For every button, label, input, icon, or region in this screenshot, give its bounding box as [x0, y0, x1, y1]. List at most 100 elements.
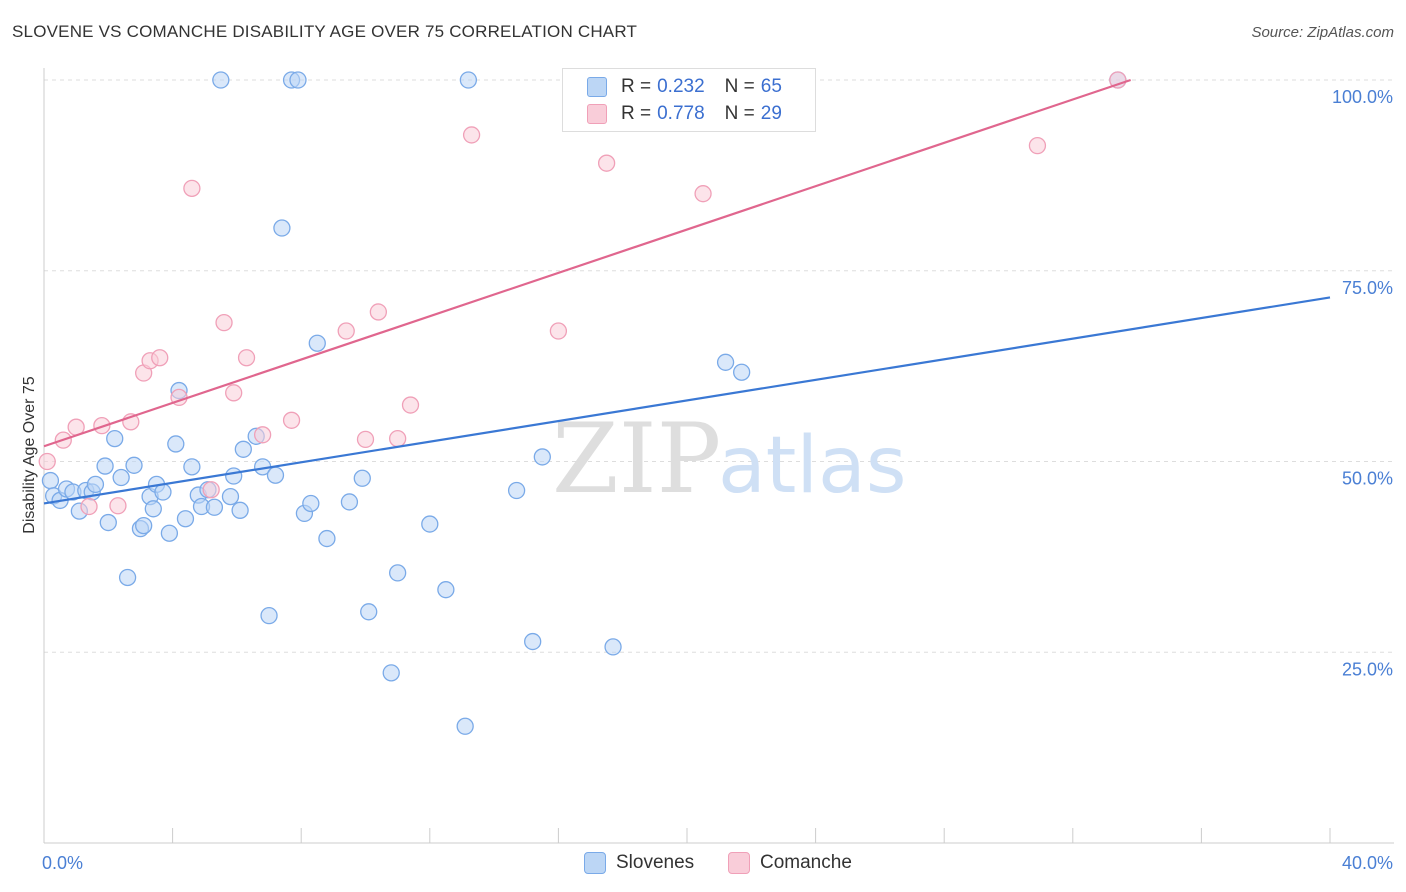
r-value: 0.778 — [657, 103, 705, 124]
slovenes-point — [716, 353, 735, 371]
comanche-point — [1028, 136, 1047, 155]
slovenes-point — [221, 487, 240, 506]
comanche-point — [253, 426, 272, 444]
slovenes-point — [260, 606, 278, 625]
comanche-point — [282, 411, 301, 429]
y-tick-label: 75.0% — [1342, 278, 1393, 298]
slovenes-point — [318, 529, 336, 548]
slovenes-point — [106, 429, 124, 448]
watermark-atlas: atlas — [718, 421, 907, 511]
slovenes-point — [135, 516, 153, 535]
slovenes-point — [41, 471, 60, 490]
slovenes-point — [302, 494, 320, 513]
slovenes-point — [176, 510, 195, 528]
slovenes-point — [112, 468, 130, 487]
slovenes-point — [340, 493, 359, 511]
slovenes-point — [144, 500, 162, 518]
data-points — [38, 71, 1127, 735]
slovenes-point — [456, 717, 474, 735]
slovenes-point — [225, 467, 243, 485]
comanche-point — [225, 384, 243, 402]
slovenes-point — [212, 71, 230, 89]
slovenes-point — [183, 458, 201, 476]
r-value: 0.232 — [657, 76, 705, 97]
slovenes-point — [382, 664, 400, 682]
zipatlas-watermark: ZIP atlas — [552, 403, 907, 515]
slovenes-point — [388, 564, 407, 582]
slovenes-point — [231, 501, 249, 519]
trend-lines — [43, 78, 1331, 505]
watermark-zip: ZIP — [552, 403, 721, 515]
slovenes-point — [507, 481, 526, 500]
y-tick-label: 50.0% — [1342, 469, 1393, 489]
series-legend: Slovenes Comanche — [0, 852, 1406, 878]
legend-item-comanche: Comanche — [728, 852, 852, 874]
slovenes-point — [308, 334, 326, 352]
slovenes-point — [733, 363, 751, 381]
slovenes-point — [99, 513, 117, 532]
slovenes-point — [273, 219, 291, 237]
stats-legend: R = 0.232 N = 65 R = 0.778 N = 29 — [562, 68, 816, 132]
comanche-trend-line — [43, 78, 1132, 448]
slovenes-point — [360, 603, 378, 621]
n-value: 65 — [760, 76, 782, 97]
x-tick-label: 40.0% — [1342, 853, 1393, 873]
legend-label-slovenes: Slovenes — [616, 852, 695, 873]
slovenes-point — [266, 466, 285, 484]
comanche-swatch — [587, 104, 607, 124]
slovenes-point — [353, 469, 371, 487]
n-label: N = — [724, 103, 755, 124]
slovenes-point — [96, 457, 114, 475]
comanche-point — [215, 313, 233, 332]
legend-row-comanche: R = 0.778 N = 29 — [587, 102, 782, 126]
chart-title: SLOVENE VS COMANCHE DISABILITY AGE OVER … — [12, 22, 638, 41]
slovenes-point — [160, 524, 179, 542]
r-label: R = — [621, 103, 652, 124]
slovenes-point — [205, 498, 224, 516]
comanche-point — [597, 154, 616, 172]
y-tick-label: 100.0% — [1332, 87, 1393, 107]
legend-item-slovenes: Slovenes — [584, 852, 694, 874]
y-tick-label: 25.0% — [1342, 659, 1393, 679]
comanche-point — [237, 349, 256, 367]
comanche-point — [369, 303, 388, 321]
comanche-point — [202, 481, 220, 499]
comanche-point — [401, 396, 420, 414]
slovenes-point — [289, 71, 307, 89]
n-value: 29 — [760, 103, 782, 124]
x-tick-label: 0.0% — [42, 853, 83, 873]
comanche-legend-swatch — [728, 852, 750, 874]
legend-row-slovenes: R = 0.232 N = 65 — [587, 75, 782, 99]
slovenes-point — [167, 435, 185, 453]
comanche-point — [80, 497, 98, 516]
r-label: R = — [621, 76, 652, 97]
slovenes-point — [86, 475, 105, 494]
n-label: N = — [724, 76, 755, 97]
slovenes-point — [234, 440, 252, 458]
slovenes-point — [421, 515, 439, 533]
slovenes-trend-line — [43, 296, 1331, 505]
tick-labels: 100.0% 75.0% 50.0% 25.0% 0.0% 40.0% — [42, 87, 1393, 873]
comanche-point — [38, 452, 56, 471]
slovenes-point — [125, 456, 143, 474]
comanche-point — [337, 322, 355, 340]
comanche-point — [388, 429, 407, 448]
comanche-point — [183, 179, 201, 197]
slovenes-point — [459, 71, 478, 89]
slovenes-point — [604, 638, 622, 656]
slovenes-legend-swatch — [584, 852, 606, 874]
comanche-point — [462, 126, 481, 144]
comanche-point — [694, 185, 712, 203]
comanche-point — [109, 497, 127, 515]
slovenes-point — [524, 632, 542, 651]
slovenes-point — [118, 568, 137, 587]
slovenes-swatch — [587, 77, 607, 97]
slovenes-point — [437, 581, 455, 599]
comanche-point — [151, 349, 169, 367]
comanche-point — [356, 430, 375, 449]
legend-label-comanche: Comanche — [760, 852, 852, 873]
comanche-point — [549, 322, 568, 340]
source-label: Source: ZipAtlas.com — [1251, 24, 1394, 41]
slovenes-point — [533, 448, 551, 466]
